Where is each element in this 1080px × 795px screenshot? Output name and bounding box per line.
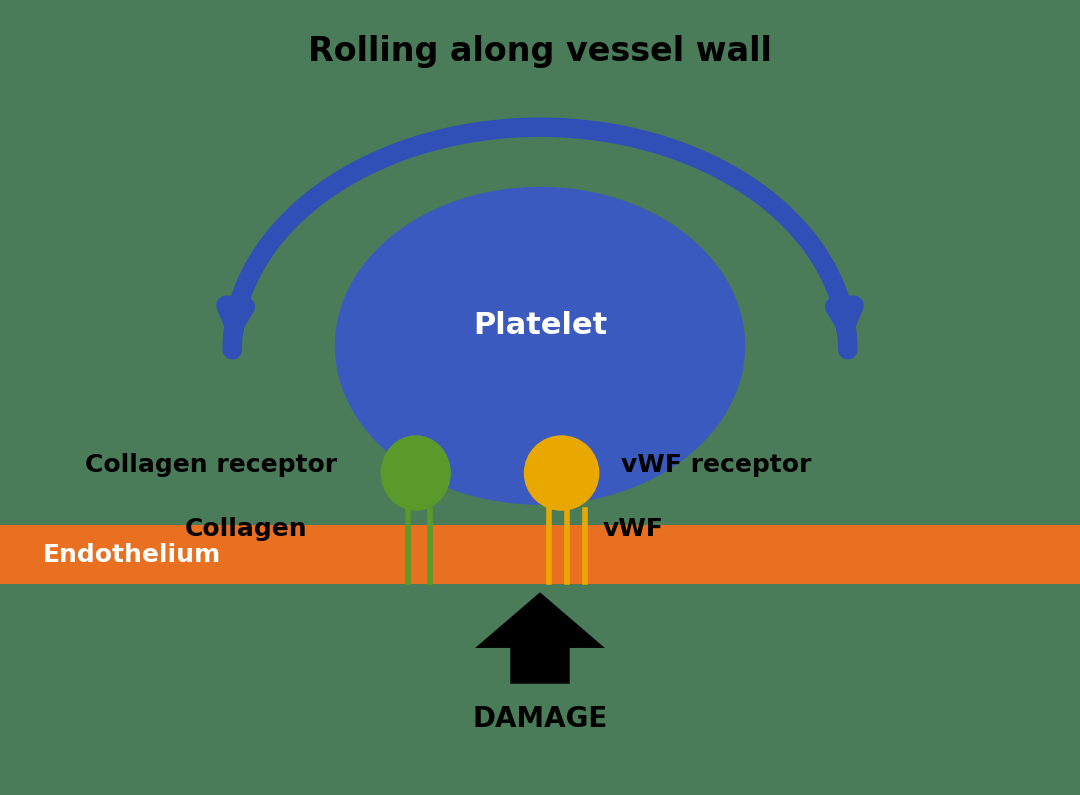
Text: vWF receptor: vWF receptor	[621, 453, 811, 477]
Ellipse shape	[524, 436, 599, 510]
Text: Rolling along vessel wall: Rolling along vessel wall	[308, 35, 772, 68]
Text: Collagen receptor: Collagen receptor	[84, 453, 337, 477]
Text: vWF: vWF	[603, 517, 663, 541]
Ellipse shape	[335, 187, 745, 505]
Text: DAMAGE: DAMAGE	[472, 705, 608, 734]
FancyArrow shape	[475, 592, 605, 684]
Text: Platelet: Platelet	[473, 312, 607, 340]
Bar	[0, 525, 1080, 584]
Ellipse shape	[380, 436, 451, 510]
Text: Collagen: Collagen	[185, 517, 308, 541]
Text: Endothelium: Endothelium	[43, 543, 221, 567]
